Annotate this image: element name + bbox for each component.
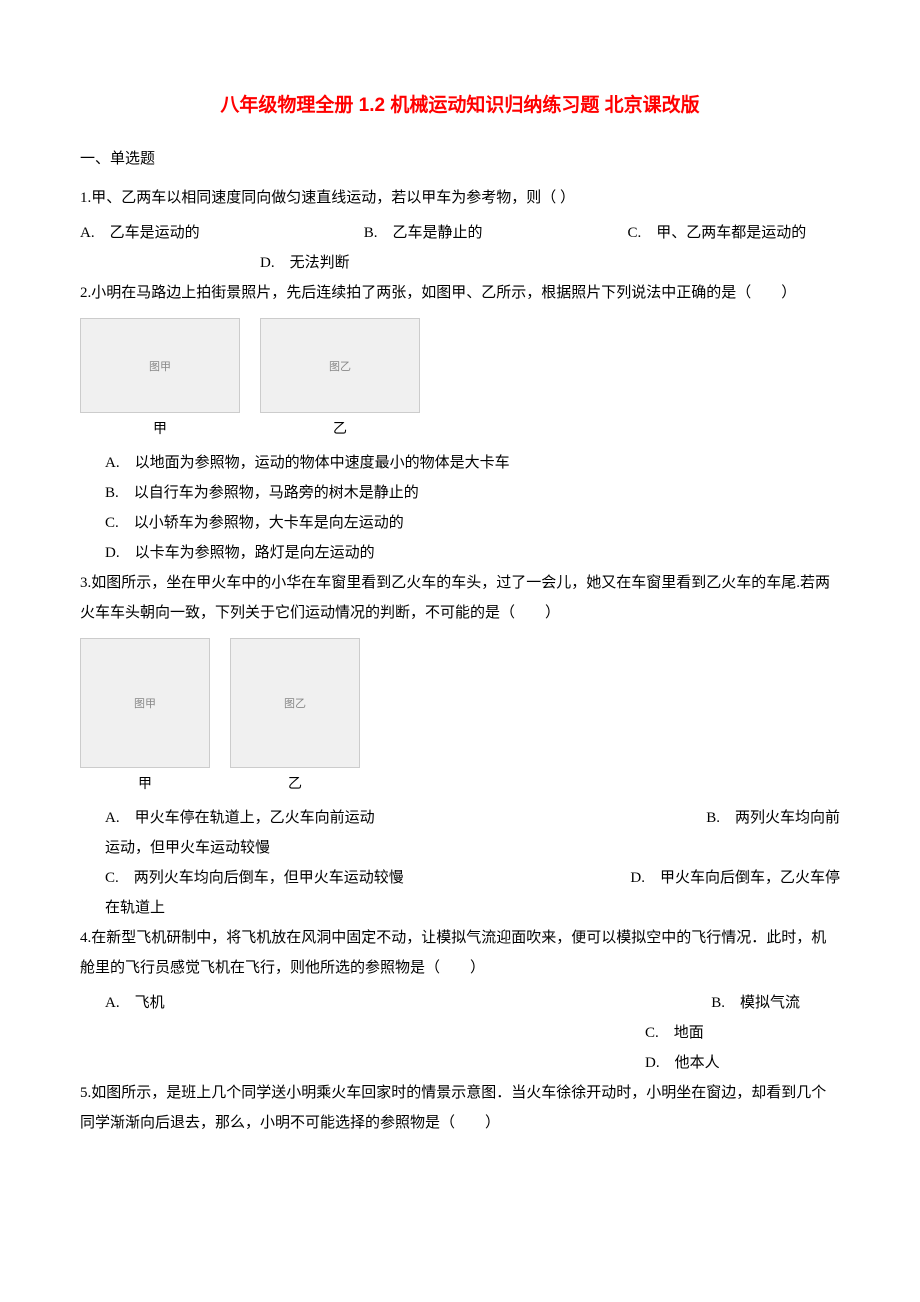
section-header: 一、单选题 <box>80 147 840 168</box>
q4-options: A. 飞机 B. 模拟气流 C. 地面 D. 他本人 <box>80 988 840 1078</box>
q4-opt-b: B. 模拟气流 <box>711 988 840 1018</box>
q1-opt-d: D. 无法判断 <box>80 248 840 278</box>
q2-opt-b: B. 以自行车为参照物，马路旁的树木是静止的 <box>105 478 840 508</box>
q3-options: A. 甲火车停在轨道上，乙火车向前运动 B. 两列火车均向前 运动，但甲火车运动… <box>80 803 840 923</box>
q3-opt-b-start: B. 两列火车均向前 <box>706 803 840 833</box>
q3-opt-d-start: D. 甲火车向后倒车，乙火车停 <box>630 863 840 893</box>
q1-options: A. 乙车是运动的 B. 乙车是静止的 C. 甲、乙两车都是运动的 <box>80 218 840 248</box>
q3-images: 图甲 甲 图乙 乙 <box>80 638 840 793</box>
document-title: 八年级物理全册 1.2 机械运动知识归纳练习题 北京课改版 <box>80 90 840 117</box>
q5-text: 5.如图所示，是班上几个同学送小明乘火车回家时的情景示意图．当火车徐徐开动时，小… <box>80 1078 840 1138</box>
q3-img1-label: 甲 <box>80 773 210 793</box>
q1-opt-c: C. 甲、乙两车都是运动的 <box>628 218 807 248</box>
q3-img2: 图乙 <box>230 638 360 768</box>
q1-text: 1.甲、乙两车以相同速度同向做匀速直线运动，若以甲车为参考物，则（ ） <box>80 183 840 213</box>
q4-opt-d: D. 他本人 <box>105 1048 840 1078</box>
q3-opt-c: C. 两列火车均向后倒车，但甲火车运动较慢 <box>105 863 404 893</box>
q2-opt-a: A. 以地面为参照物，运动的物体中速度最小的物体是大卡车 <box>105 448 840 478</box>
q2-img2-label: 乙 <box>260 418 420 438</box>
q1-opt-a: A. 乙车是运动的 <box>80 218 360 248</box>
q2-opt-c: C. 以小轿车为参照物，大卡车是向左运动的 <box>105 508 840 538</box>
q2-img1-box: 图甲 甲 <box>80 318 240 438</box>
q3-opt-d-cont: 在轨道上 <box>105 893 840 923</box>
q3-opt-a: A. 甲火车停在轨道上，乙火车向前运动 <box>105 803 375 833</box>
q3-text: 3.如图所示，坐在甲火车中的小华在车窗里看到乙火车的车头，过了一会儿，她又在车窗… <box>80 568 840 628</box>
q3-img2-box: 图乙 乙 <box>230 638 360 793</box>
q3-img2-label: 乙 <box>230 773 360 793</box>
q4-opt-a: A. 飞机 <box>105 988 165 1018</box>
q2-img1: 图甲 <box>80 318 240 413</box>
q2-options: A. 以地面为参照物，运动的物体中速度最小的物体是大卡车 B. 以自行车为参照物… <box>80 448 840 568</box>
q2-images: 图甲 甲 图乙 乙 <box>80 318 840 438</box>
q1-opt-b: B. 乙车是静止的 <box>364 218 624 248</box>
q2-img1-label: 甲 <box>80 418 240 438</box>
q3-img1-box: 图甲 甲 <box>80 638 210 793</box>
q4-text: 4.在新型飞机研制中，将飞机放在风洞中固定不动，让模拟气流迎面吹来，便可以模拟空… <box>80 923 840 983</box>
q3-opt-b-cont: 运动，但甲火车运动较慢 <box>105 833 840 863</box>
q2-img2-box: 图乙 乙 <box>260 318 420 438</box>
q4-opt-c: C. 地面 <box>105 1018 840 1048</box>
q3-img1: 图甲 <box>80 638 210 768</box>
q2-img2: 图乙 <box>260 318 420 413</box>
q2-opt-d: D. 以卡车为参照物，路灯是向左运动的 <box>105 538 840 568</box>
q2-text: 2.小明在马路边上拍街景照片，先后连续拍了两张，如图甲、乙所示，根据照片下列说法… <box>80 278 840 308</box>
